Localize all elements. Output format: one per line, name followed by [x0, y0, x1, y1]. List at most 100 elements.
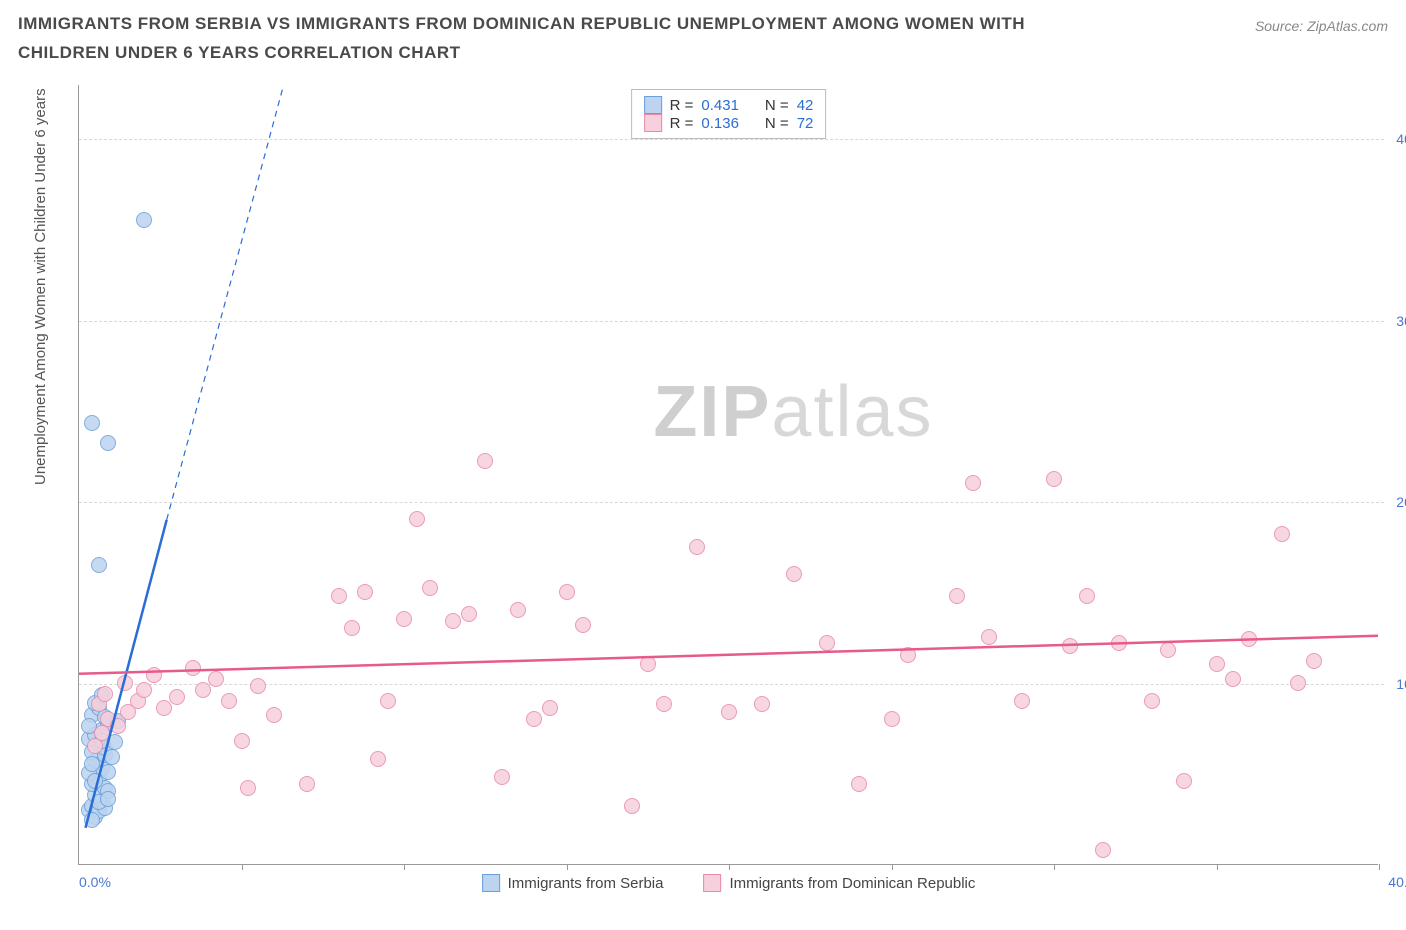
scatter-point	[624, 798, 640, 814]
scatter-point	[422, 580, 438, 596]
scatter-point	[559, 584, 575, 600]
scatter-point	[234, 733, 250, 749]
scatter-point	[208, 671, 224, 687]
scatter-point	[510, 602, 526, 618]
scatter-point	[981, 629, 997, 645]
legend-item: Immigrants from Dominican Republic	[703, 874, 975, 892]
scatter-point	[380, 693, 396, 709]
n-label: N =	[765, 97, 789, 114]
scatter-point	[1062, 638, 1078, 654]
r-label: R =	[670, 97, 694, 114]
y-tick-label: 20.0%	[1396, 494, 1406, 510]
scatter-point	[656, 696, 672, 712]
scatter-point	[250, 678, 266, 694]
scatter-point	[1241, 631, 1257, 647]
scatter-point	[84, 756, 100, 772]
scatter-point	[136, 682, 152, 698]
scatter-point	[1290, 675, 1306, 691]
scatter-point	[575, 617, 591, 633]
gridline	[79, 321, 1384, 322]
gridline	[79, 139, 1384, 140]
legend-swatch	[644, 96, 662, 114]
scatter-point	[1014, 693, 1030, 709]
legend-item: Immigrants from Serbia	[482, 874, 664, 892]
scatter-point	[1111, 635, 1127, 651]
scatter-point	[1046, 471, 1062, 487]
scatter-point	[1306, 653, 1322, 669]
scatter-point	[104, 749, 120, 765]
scatter-point	[91, 557, 107, 573]
scatter-point	[819, 635, 835, 651]
scatter-point	[84, 812, 100, 828]
scatter-point	[117, 675, 133, 691]
scatter-point	[156, 700, 172, 716]
gridline	[79, 684, 1384, 685]
scatter-point	[94, 725, 110, 741]
scatter-point	[169, 689, 185, 705]
scatter-point	[221, 693, 237, 709]
scatter-point	[195, 682, 211, 698]
legend-swatch	[644, 114, 662, 132]
scatter-point	[884, 711, 900, 727]
scatter-point	[146, 667, 162, 683]
correlation-legend: R =0.431N =42R =0.136N =72	[631, 89, 827, 139]
r-label: R =	[670, 115, 694, 132]
x-axis-max-label: 40.0%	[1388, 874, 1406, 890]
scatter-point	[949, 588, 965, 604]
scatter-point	[100, 435, 116, 451]
plot-area: ZIPatlas R =0.431N =42R =0.136N =72 0.0%…	[78, 85, 1378, 865]
x-tick	[1054, 864, 1055, 870]
scatter-point	[344, 620, 360, 636]
scatter-point	[526, 711, 542, 727]
chart-container: Unemployment Among Women with Children U…	[50, 85, 1390, 895]
y-tick-label: 40.0%	[1396, 131, 1406, 147]
watermark: ZIPatlas	[653, 371, 933, 453]
scatter-point	[542, 700, 558, 716]
scatter-point	[786, 566, 802, 582]
chart-title: IMMIGRANTS FROM SERBIA VS IMMIGRANTS FRO…	[18, 10, 1118, 68]
scatter-point	[370, 751, 386, 767]
n-label: N =	[765, 115, 789, 132]
y-axis-label: Unemployment Among Women with Children U…	[32, 88, 49, 485]
scatter-point	[1225, 671, 1241, 687]
source-credit: Source: ZipAtlas.com	[1255, 18, 1388, 34]
legend-row: R = 0.136 N = 72	[644, 114, 814, 132]
scatter-point	[240, 780, 256, 796]
scatter-point	[299, 776, 315, 792]
scatter-point	[1274, 526, 1290, 542]
y-tick-label: 30.0%	[1396, 313, 1406, 329]
scatter-point	[851, 776, 867, 792]
scatter-point	[445, 613, 461, 629]
y-tick-label: 10.0%	[1396, 676, 1406, 692]
scatter-point	[1209, 656, 1225, 672]
scatter-point	[185, 660, 201, 676]
scatter-point	[689, 539, 705, 555]
scatter-point	[1176, 773, 1192, 789]
series-legend: Immigrants from Serbia Immigrants from Do…	[482, 874, 976, 892]
legend-swatch	[482, 874, 500, 892]
scatter-point	[1079, 588, 1095, 604]
scatter-point	[900, 647, 916, 663]
scatter-point	[1160, 642, 1176, 658]
scatter-point	[331, 588, 347, 604]
scatter-point	[357, 584, 373, 600]
x-tick	[892, 864, 893, 870]
scatter-point	[1095, 842, 1111, 858]
legend-label: Immigrants from Dominican Republic	[729, 875, 975, 892]
x-tick	[1217, 864, 1218, 870]
n-value: 72	[797, 115, 814, 132]
x-tick	[567, 864, 568, 870]
x-tick	[404, 864, 405, 870]
n-value: 42	[797, 97, 814, 114]
legend-swatch	[703, 874, 721, 892]
scatter-point	[721, 704, 737, 720]
legend-row: R =0.431N =42	[644, 96, 814, 114]
scatter-point	[110, 718, 126, 734]
scatter-point	[477, 453, 493, 469]
scatter-point	[87, 773, 103, 789]
trend-lines	[79, 85, 1378, 864]
x-tick	[242, 864, 243, 870]
x-tick	[729, 864, 730, 870]
r-value: 0.136	[701, 115, 739, 132]
scatter-point	[1144, 693, 1160, 709]
